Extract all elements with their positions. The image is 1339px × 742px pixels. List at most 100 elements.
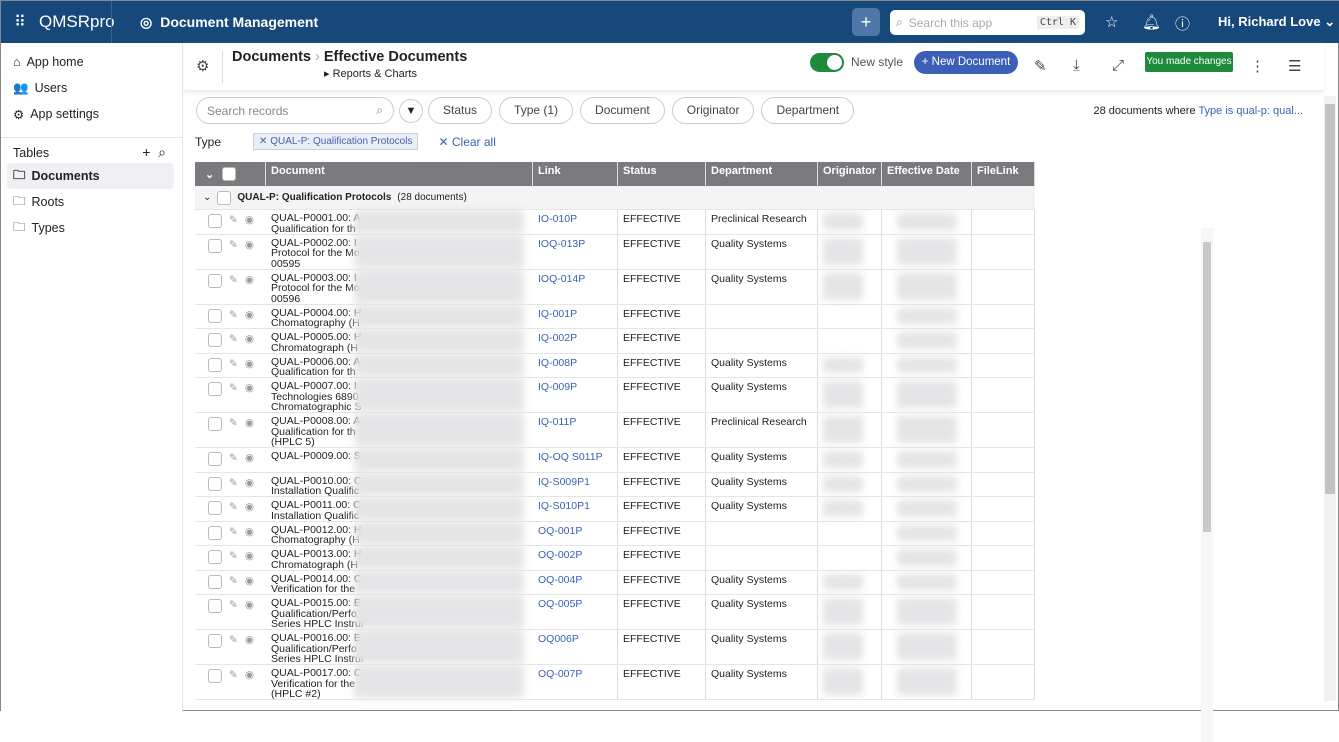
table-row[interactable]: ✎ ◉ QUAL-P0001.00: A Qualification for th IO…: [195, 210, 1035, 235]
search-records-input[interactable]: Search records ⌕: [196, 97, 394, 124]
edit-note-icon[interactable]: ✎: [1034, 58, 1047, 75]
table-row[interactable]: ✎ ◉ QUAL-P0009.00: S IQ-OQ S011P EFFECTIVE Qu…: [195, 448, 1035, 473]
filter-type-button[interactable]: Type (1): [499, 97, 574, 124]
column-header-department[interactable]: Department: [706, 162, 818, 186]
edit-pencil-icon[interactable]: ✎: [229, 333, 238, 345]
edit-pencil-icon[interactable]: ✎: [229, 273, 238, 286]
link-cell[interactable]: OQ-001P: [533, 521, 618, 545]
table-item-types[interactable]: 🗀 Types: [1, 215, 182, 241]
new-document-button[interactable]: + New Document: [914, 51, 1018, 74]
document-cell[interactable]: QUAL-P0017.00: C Verification for the (HPL…: [266, 665, 533, 699]
document-cell[interactable]: QUAL-P0003.00: I Protocol for the Mo 00596: [266, 269, 533, 304]
filelink-cell[interactable]: [972, 329, 1035, 353]
bell-icon[interactable]: 🔔︎: [1142, 14, 1162, 31]
table-row[interactable]: ✎ ◉ QUAL-P0013.00: H Chromatograph (H OQ-002…: [195, 546, 1035, 571]
changes-badge[interactable]: You made changes: [1145, 52, 1233, 72]
table-row[interactable]: ✎ ◉ QUAL-P0011.00: C Installation Qualific I…: [195, 497, 1035, 522]
row-checkbox[interactable]: [208, 273, 222, 288]
row-checkbox[interactable]: [208, 550, 222, 564]
column-header-filelink[interactable]: FileLink: [972, 162, 1035, 186]
row-checkbox[interactable]: [208, 308, 222, 323]
filelink-cell[interactable]: [972, 472, 1035, 496]
collapse-all-icon[interactable]: ⌄: [205, 168, 215, 181]
row-checkbox[interactable]: [208, 525, 222, 540]
filter-status-button[interactable]: Status: [428, 97, 493, 124]
table-item-documents[interactable]: 🗀 Documents: [7, 163, 174, 189]
edit-pencil-icon[interactable]: ✎: [229, 599, 238, 611]
row-checkbox[interactable]: [208, 238, 222, 253]
fullscreen-icon[interactable]: ⤢: [1112, 57, 1125, 74]
clear-all-button[interactable]: ✕ Clear all: [438, 134, 496, 149]
gear-icon[interactable]: ⚙: [196, 58, 210, 75]
filelink-cell[interactable]: [972, 210, 1035, 234]
filelink-cell[interactable]: [972, 448, 1035, 472]
filter-document-button[interactable]: Document: [580, 97, 665, 124]
edit-pencil-icon[interactable]: ✎: [229, 417, 238, 429]
link-cell[interactable]: IO-010P: [533, 210, 618, 234]
filelink-cell[interactable]: [972, 234, 1035, 269]
app-search-input[interactable]: ⌕ Search this app Ctrl K: [890, 10, 1085, 35]
row-checkbox[interactable]: [208, 574, 222, 589]
link-cell[interactable]: IQ-S009P1: [533, 472, 618, 496]
group-header[interactable]: ⌄ QUAL-P: Qualification Protocols (28 docu…: [195, 186, 1035, 210]
edit-pencil-icon[interactable]: ✎: [229, 501, 238, 513]
edit-pencil-icon[interactable]: ✎: [229, 634, 238, 646]
star-icon[interactable]: ☆: [1105, 14, 1119, 31]
link-cell[interactable]: OQ006P: [533, 630, 618, 664]
sidebar-item-users[interactable]: 👥 Users: [13, 80, 68, 96]
table-row[interactable]: ✎ ◉ QUAL-P0007.00: I Technologies 6890 Chrom…: [195, 378, 1035, 413]
document-cell[interactable]: QUAL-P0007.00: I Technologies 6890 Chromat…: [266, 378, 533, 412]
view-eye-icon[interactable]: ◉: [244, 634, 254, 646]
document-cell[interactable]: QUAL-P0011.00: C Installation Qualific: [266, 497, 533, 521]
row-checkbox[interactable]: [208, 669, 222, 683]
app-name[interactable]: QMSRpro: [39, 12, 115, 31]
edit-pencil-icon[interactable]: ✎: [229, 214, 238, 226]
column-header-link[interactable]: Link: [533, 162, 618, 186]
page-scrollbar[interactable]: [1324, 96, 1336, 701]
document-cell[interactable]: QUAL-P0016.00: E Qualification/Perfo Serie…: [266, 630, 533, 664]
view-eye-icon[interactable]: ◉: [244, 308, 254, 321]
table-scrollbar[interactable]: [1201, 228, 1213, 742]
row-checkbox[interactable]: [208, 599, 222, 613]
edit-pencil-icon[interactable]: ✎: [229, 476, 238, 489]
edit-pencil-icon[interactable]: ✎: [229, 574, 238, 587]
help-icon[interactable]: ⓘ: [1175, 16, 1191, 33]
row-checkbox[interactable]: [208, 452, 222, 466]
filelink-cell[interactable]: [972, 546, 1035, 570]
table-row[interactable]: ✎ ◉ QUAL-P0016.00: E Qualification/Perfo Ser…: [195, 630, 1035, 665]
table-row[interactable]: ✎ ◉ QUAL-P0010.00: C Installation Qualific I…: [195, 472, 1035, 497]
filter-icon[interactable]: ▼: [399, 98, 423, 123]
filter-summary-link[interactable]: Type is qual-p: qual...: [1198, 105, 1303, 117]
breadcrumb-documents[interactable]: Documents: [232, 49, 311, 65]
document-cell[interactable]: QUAL-P0005.00: H Chromatograph (H: [266, 329, 533, 353]
row-checkbox[interactable]: [208, 214, 222, 228]
document-cell[interactable]: QUAL-P0013.00: H Chromatograph (H: [266, 546, 533, 570]
view-eye-icon[interactable]: ◉: [244, 238, 254, 251]
document-cell[interactable]: QUAL-P0004.00: H Chomatography (H: [266, 304, 533, 328]
view-eye-icon[interactable]: ◉: [244, 669, 254, 681]
link-cell[interactable]: IOQ-014P: [533, 269, 618, 304]
table-row[interactable]: ✎ ◉ QUAL-P0008.00: A Qualification for th (H…: [195, 413, 1035, 448]
edit-pencil-icon[interactable]: ✎: [229, 525, 238, 538]
group-checkbox[interactable]: [217, 190, 232, 205]
document-cell[interactable]: QUAL-P0010.00: C Installation Qualific: [266, 472, 533, 496]
view-eye-icon[interactable]: ◉: [244, 382, 254, 394]
document-cell[interactable]: QUAL-P0002.00: I Protocol for the Mo 00595: [266, 234, 533, 269]
reports-charts-link[interactable]: ▸ Reports & Charts: [324, 68, 417, 80]
row-checkbox[interactable]: [208, 382, 222, 396]
edit-pencil-icon[interactable]: ✎: [229, 452, 238, 464]
filter-originator-button[interactable]: Originator: [671, 97, 755, 124]
filter-department-button[interactable]: Department: [761, 97, 855, 124]
document-cell[interactable]: QUAL-P0015.00: E Qualification/Perfo Serie…: [266, 595, 533, 629]
table-row[interactable]: ✎ ◉ QUAL-P0014.00: C Verification for the OQ…: [195, 570, 1035, 595]
column-header-effective-date[interactable]: Effective Date: [882, 162, 972, 186]
edit-pencil-icon[interactable]: ✎: [229, 357, 238, 370]
document-cell[interactable]: QUAL-P0014.00: C Verification for the: [266, 570, 533, 594]
sidebar-item-app-settings[interactable]: ⚙ App settings: [13, 107, 100, 122]
table-row[interactable]: ✎ ◉ QUAL-P0005.00: H Chromatograph (H IQ-002…: [195, 329, 1035, 354]
view-eye-icon[interactable]: ◉: [244, 214, 254, 226]
filelink-cell[interactable]: [972, 378, 1035, 412]
filelink-cell[interactable]: [972, 521, 1035, 545]
filelink-cell[interactable]: [972, 304, 1035, 328]
edit-pencil-icon[interactable]: ✎: [229, 238, 238, 251]
